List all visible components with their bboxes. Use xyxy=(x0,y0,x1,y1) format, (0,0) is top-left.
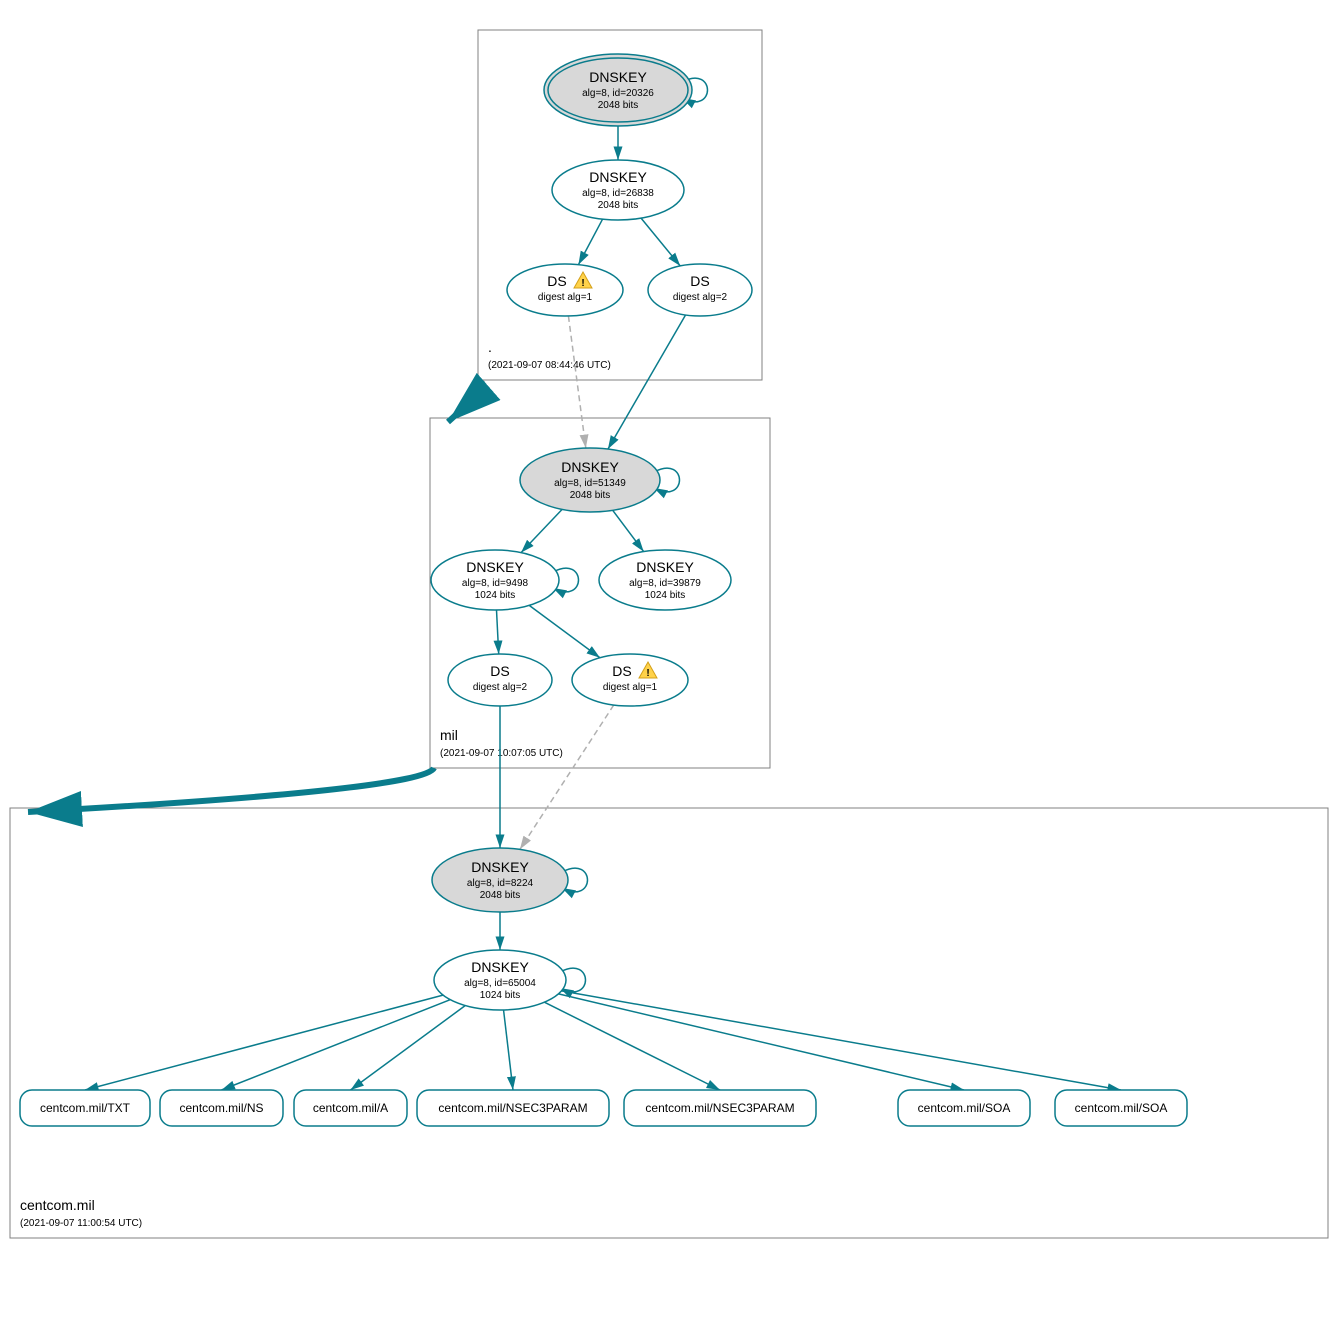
node-line1: digest alg=2 xyxy=(473,682,528,693)
node-title: DNSKEY xyxy=(471,959,529,975)
node-line2: 1024 bits xyxy=(475,590,516,601)
node-line1: alg=8, id=8224 xyxy=(467,878,534,889)
records-layer: centcom.mil/TXT centcom.mil/NS centcom.mil… xyxy=(20,1090,1187,1126)
node-line2: 1024 bits xyxy=(645,590,686,601)
node-line1: alg=8, id=9498 xyxy=(462,578,529,589)
zone-timestamp: (2021-09-07 11:00:54 UTC) xyxy=(20,1218,142,1229)
edge xyxy=(559,994,964,1090)
record-label: centcom.mil/NSEC3PARAM xyxy=(438,1101,587,1115)
edge xyxy=(504,1010,513,1090)
node-mil_ds1: DS! digest alg=1 xyxy=(572,654,688,706)
node-line1: alg=8, id=65004 xyxy=(464,978,536,989)
record-label: centcom.mil/A xyxy=(313,1101,388,1115)
node-root_ksk: DNSKEY alg=8, id=203262048 bits xyxy=(544,54,708,126)
record-label: centcom.mil/SOA xyxy=(1075,1101,1168,1115)
edge xyxy=(568,316,585,448)
node-line1: digest alg=2 xyxy=(673,292,728,303)
node-title: DNSKEY xyxy=(589,169,647,185)
node-line2: 2048 bits xyxy=(598,100,639,111)
node-title: DS xyxy=(690,273,709,289)
edge xyxy=(496,610,498,654)
zone-delegation-arrow xyxy=(28,768,434,812)
edge xyxy=(544,1002,720,1090)
node-line2: 2048 bits xyxy=(598,200,639,211)
node-line2: 2048 bits xyxy=(570,490,611,501)
edge xyxy=(85,995,443,1090)
node-title: DS xyxy=(612,663,631,679)
node-title: DNSKEY xyxy=(589,69,647,85)
record-label: centcom.mil/NSEC3PARAM xyxy=(645,1101,794,1115)
record-label: centcom.mil/NS xyxy=(179,1101,263,1115)
node-line1: alg=8, id=39879 xyxy=(629,578,701,589)
edge xyxy=(608,315,686,449)
zone-timestamp: (2021-09-07 10:07:05 UTC) xyxy=(440,748,563,759)
node-mil_zsk2: DNSKEY alg=8, id=398791024 bits xyxy=(599,550,731,610)
node-mil_zsk1: DNSKEY alg=8, id=94981024 bits xyxy=(431,550,579,610)
edge xyxy=(529,605,600,657)
node-line2: 2048 bits xyxy=(480,890,521,901)
node-title: DNSKEY xyxy=(636,559,694,575)
zone-label: centcom.mil xyxy=(20,1197,95,1213)
node-title: DNSKEY xyxy=(466,559,524,575)
zone-delegation-arrow xyxy=(448,380,482,422)
warning-icon-glyph: ! xyxy=(581,278,584,289)
zone-timestamp: (2021-09-07 08:44:46 UTC) xyxy=(488,360,611,371)
nodes-layer: DNSKEYalg=8, id=203262048 bitsDNSKEYalg=… xyxy=(431,54,752,1010)
node-title: DNSKEY xyxy=(471,859,529,875)
dnssec-diagram: . (2021-09-07 08:44:46 UTC) mil (2021-09-07… xyxy=(0,0,1337,1320)
node-root_zsk: DNSKEY alg=8, id=268382048 bits xyxy=(552,160,684,220)
node-root_ds1: DS! digest alg=1 xyxy=(507,264,623,316)
node-mil_ksk: DNSKEY alg=8, id=513492048 bits xyxy=(520,448,680,512)
record-label: centcom.mil/SOA xyxy=(918,1101,1011,1115)
node-line1: alg=8, id=20326 xyxy=(582,88,654,99)
edge xyxy=(561,991,1121,1090)
node-line1: alg=8, id=26838 xyxy=(582,188,654,199)
node-line1: digest alg=1 xyxy=(538,292,593,303)
node-title: DS xyxy=(490,663,509,679)
edge xyxy=(351,1006,466,1090)
zone-box-centcom xyxy=(10,808,1328,1238)
zone-label: . xyxy=(488,339,492,355)
node-root_ds2: DS digest alg=2 xyxy=(648,264,752,316)
edge xyxy=(578,219,602,265)
node-title: DNSKEY xyxy=(561,459,619,475)
edge xyxy=(613,510,644,551)
node-line1: alg=8, id=51349 xyxy=(554,478,626,489)
edge xyxy=(641,218,680,266)
node-title: DS xyxy=(547,273,566,289)
node-mil_ds2: DS digest alg=2 xyxy=(448,654,552,706)
warning-icon-glyph: ! xyxy=(646,668,649,679)
node-line2: 1024 bits xyxy=(480,990,521,1001)
zone-label: mil xyxy=(440,727,458,743)
node-line1: digest alg=1 xyxy=(603,682,658,693)
edge xyxy=(521,509,562,552)
record-label: centcom.mil/TXT xyxy=(40,1101,131,1115)
node-cent_zsk: DNSKEY alg=8, id=650041024 bits xyxy=(434,950,586,1010)
edge xyxy=(520,705,614,849)
node-cent_ksk: DNSKEY alg=8, id=82242048 bits xyxy=(432,848,588,912)
